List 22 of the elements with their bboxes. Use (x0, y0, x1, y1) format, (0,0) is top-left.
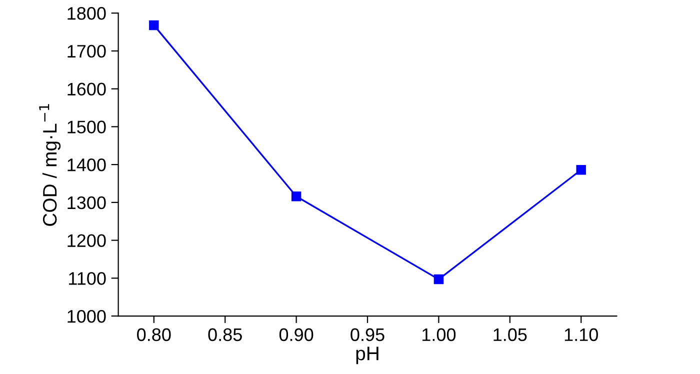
x-tick-label: 1.00 (422, 328, 456, 342)
x-tick-label: 0.80 (137, 328, 171, 342)
y-tick-label: 1600 (68, 82, 106, 96)
x-tick-label: 0.95 (350, 328, 384, 342)
point (434, 274, 444, 284)
y-tick-label: 1400 (68, 158, 106, 172)
y-tick-label: 1700 (68, 44, 106, 58)
x-tick-label: 1.10 (564, 328, 598, 342)
x-axis-title: pH (356, 346, 378, 364)
y-tick-label: 1200 (68, 234, 106, 248)
y-tick-label: 1100 (69, 272, 106, 285)
point (576, 165, 586, 175)
point (149, 20, 159, 30)
y-tick-label: 1000 (68, 310, 106, 323)
y-tick-label: 1500 (68, 120, 106, 134)
point (291, 192, 302, 202)
y-tick-label: 1800 (68, 7, 106, 20)
x-tick-label: 0.85 (208, 328, 242, 342)
y-axis-title: COD / mg·L$^{−1}$ (39, 104, 61, 226)
x-tick-label: 1.05 (494, 328, 527, 342)
y-tick-label: 1300 (68, 196, 106, 210)
x-tick-label: 0.90 (279, 328, 314, 342)
